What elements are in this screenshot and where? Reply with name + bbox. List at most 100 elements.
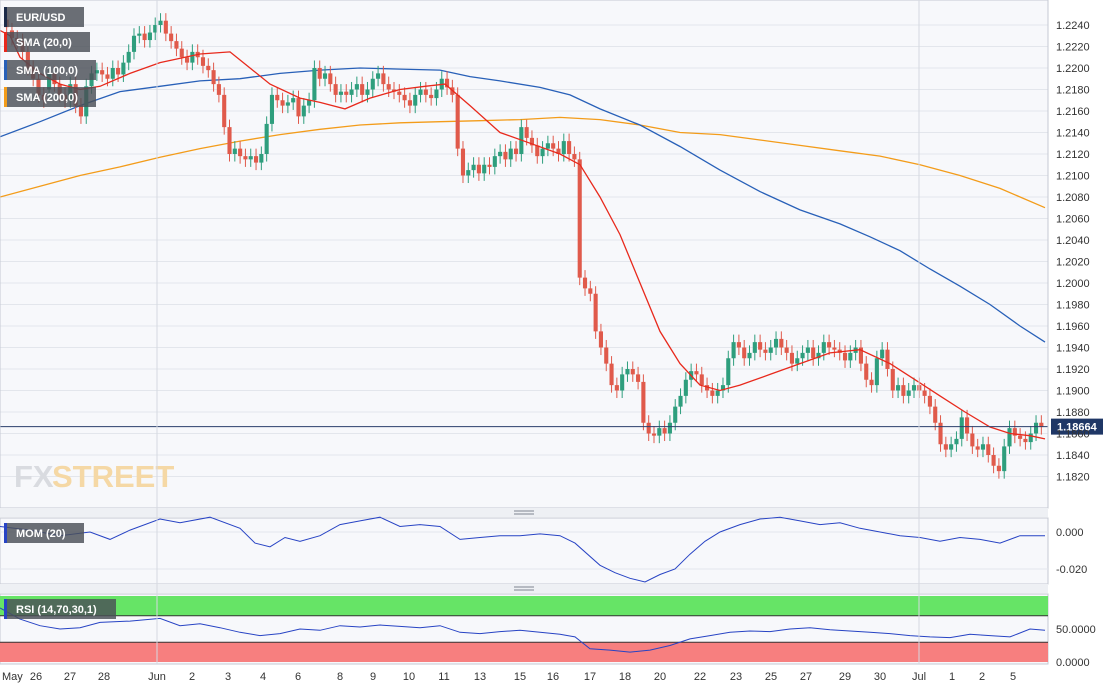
candle-body <box>110 68 115 79</box>
candle-body <box>1028 433 1033 443</box>
candle-body <box>253 156 259 163</box>
candle-body <box>211 70 216 85</box>
candle-body <box>131 35 137 52</box>
legend-symbol-swatch <box>4 7 7 27</box>
mom-panel: 0.000 -0.020 <box>0 516 1087 585</box>
price-tick-label: 1.2060 <box>1056 214 1090 226</box>
candle-body <box>540 148 545 157</box>
candle-body <box>296 98 301 117</box>
candle-body <box>524 127 529 138</box>
x-tick-label: 2 <box>979 671 985 683</box>
candle-body <box>105 74 110 79</box>
rsi-oversold-zone <box>0 642 1048 662</box>
candle-body <box>307 100 312 106</box>
candle-body <box>922 390 927 396</box>
candle-body <box>476 164 481 174</box>
price-tick-label: 1.2120 <box>1056 149 1090 161</box>
pane-splitter-1[interactable] <box>0 508 1048 517</box>
candle-body <box>312 68 317 101</box>
candle-body <box>275 94 280 101</box>
candle-body <box>662 428 667 434</box>
candle-body <box>503 151 508 160</box>
rsi-tick-label: 50.0000 <box>1056 624 1096 636</box>
candle-body <box>174 41 179 49</box>
candle-body <box>142 33 147 41</box>
candle-body <box>625 369 630 375</box>
candle-body <box>906 390 911 396</box>
x-tick-label: 9 <box>370 671 376 683</box>
candle-body <box>715 390 720 396</box>
price-tick-label: 1.1920 <box>1056 364 1090 376</box>
legend-sma20-label: SMA (20,0) <box>16 37 72 49</box>
candle-body <box>248 156 253 160</box>
candle-body <box>482 164 487 174</box>
price-tick-label: 1.2100 <box>1056 171 1090 183</box>
pane-splitter-2[interactable] <box>0 584 1048 593</box>
candle-body <box>397 91 402 95</box>
x-tick-label: 18 <box>619 671 631 683</box>
candle-body <box>285 102 290 106</box>
candle-body <box>153 25 158 33</box>
price-tick-label: 1.2200 <box>1056 63 1090 75</box>
legend-mom-label: MOM (20) <box>16 528 66 540</box>
candle-body <box>291 98 296 103</box>
rsi-panel: 50.0000 0.0000 <box>0 593 1096 669</box>
candle-body <box>243 156 248 160</box>
price-tick-label: 1.1840 <box>1056 450 1090 462</box>
candle-body <box>232 148 237 154</box>
x-tick-label: 15 <box>514 671 526 683</box>
svg-text:STREET: STREET <box>52 459 174 494</box>
price-tick-label: 1.1980 <box>1056 300 1090 312</box>
candle-body <box>933 406 938 423</box>
candle-body <box>413 94 418 106</box>
x-axis: May 26 27 28 Jun 2 3 4 6 8 9 10 11 13 15 16 17 18 20 22 23 25… <box>2 0 1016 683</box>
last-price-badge <box>1051 418 1103 435</box>
candle-body <box>911 385 917 391</box>
candle-body <box>455 94 460 149</box>
sma200-path <box>0 116 1046 209</box>
legend-sma200-label: SMA (200,0) <box>16 92 78 104</box>
legend-mom-bg <box>4 523 84 543</box>
candle-body <box>1007 428 1012 447</box>
candle-body <box>949 444 954 450</box>
x-tick-label: May <box>2 671 23 683</box>
candle-body <box>386 84 391 90</box>
x-tick-label: 1 <box>949 671 955 683</box>
x-tick-label: 6 <box>295 671 301 683</box>
candle-body <box>821 342 826 353</box>
legend-sma200-swatch <box>4 87 7 107</box>
candle-body <box>185 57 190 63</box>
candle-body <box>179 48 184 58</box>
legend-rsi: RSI (14,70,30,1) <box>4 599 116 619</box>
candle-body <box>147 32 152 41</box>
candle-body <box>736 342 741 348</box>
x-tick-label: 26 <box>30 671 42 683</box>
candle-body <box>848 352 853 361</box>
candle-body <box>269 94 275 124</box>
rsi-overbought-zone <box>0 596 1048 616</box>
x-tick-label: 10 <box>403 671 415 683</box>
x-tick-label: 20 <box>654 671 666 683</box>
candle-body <box>381 73 386 85</box>
candle-body <box>673 406 678 423</box>
candle-body <box>370 78 375 90</box>
candle-body <box>705 385 710 391</box>
candle-body <box>657 428 662 436</box>
candle-body <box>418 89 423 95</box>
candle-body <box>137 33 142 36</box>
candle-body <box>614 385 619 391</box>
candle-body <box>317 68 322 79</box>
legend-mom-swatch <box>4 523 7 543</box>
candle-body <box>890 369 895 391</box>
candle-body <box>678 395 683 407</box>
candle-body <box>200 57 206 66</box>
legend-sma100-swatch <box>4 60 7 80</box>
mom-line <box>0 516 1045 583</box>
candle-body <box>773 338 779 348</box>
candle-body <box>169 33 174 42</box>
candle-body <box>986 444 991 455</box>
x-tick-label: 22 <box>694 671 706 683</box>
candle-body <box>901 385 906 396</box>
candle-body <box>460 148 466 176</box>
candle-body <box>980 444 986 450</box>
